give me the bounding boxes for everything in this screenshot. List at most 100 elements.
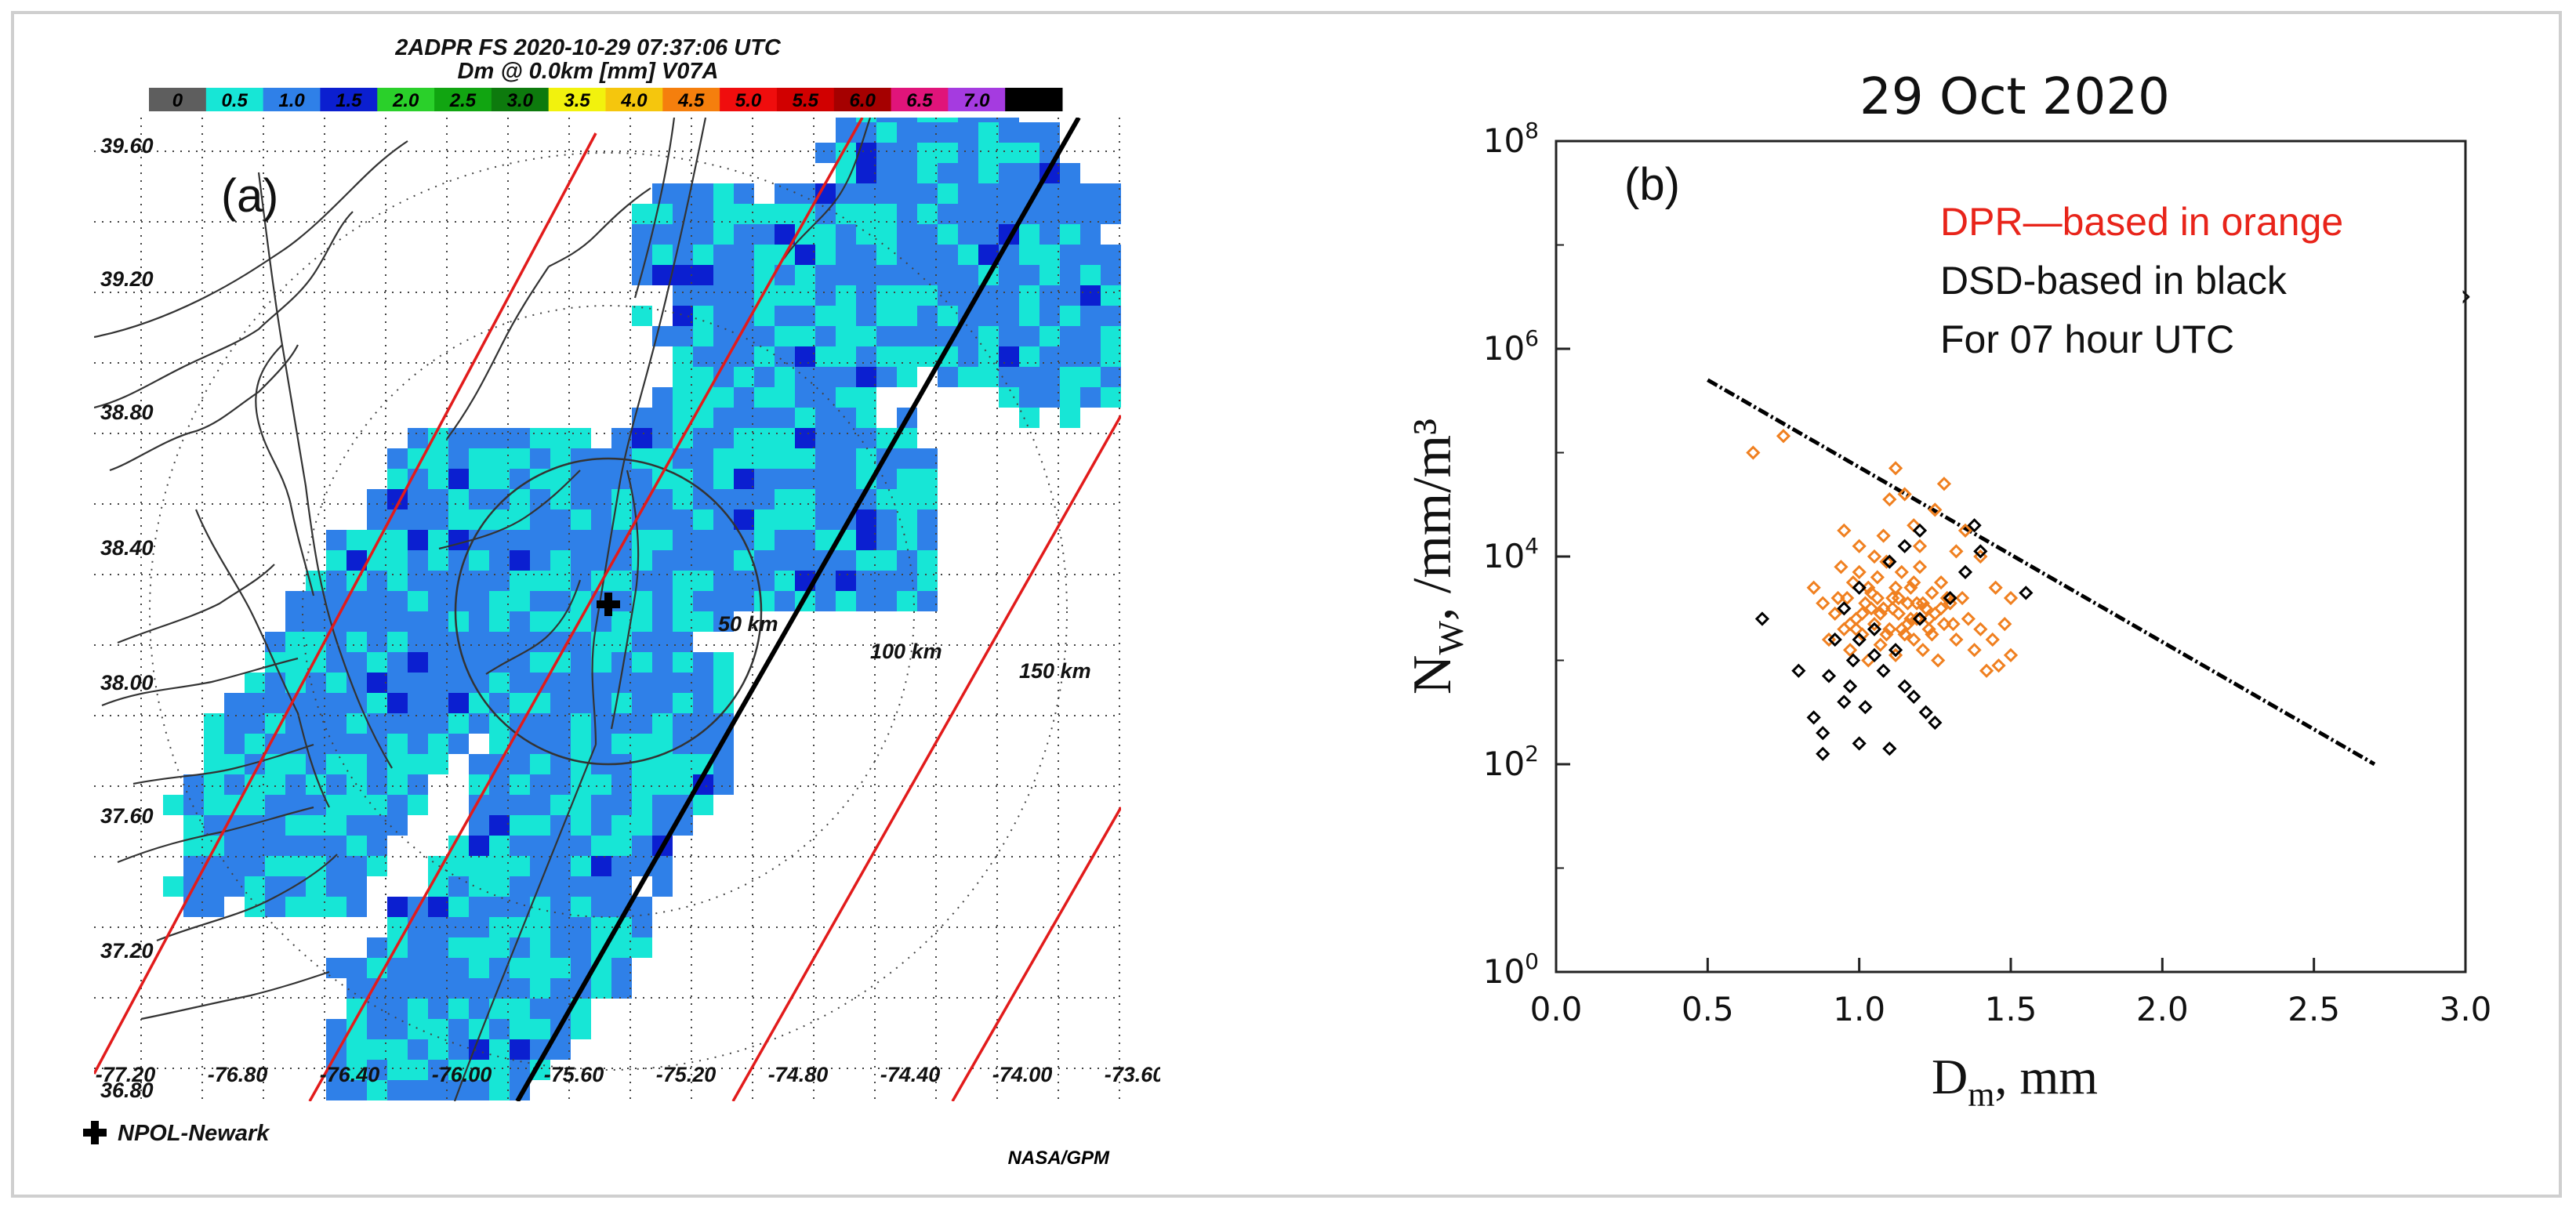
rain-cell (346, 530, 367, 550)
rain-cell (469, 571, 489, 591)
rain-cell (245, 673, 265, 693)
rain-cell (387, 632, 408, 652)
rain-cell (713, 245, 734, 265)
rain-cell (387, 571, 408, 591)
rain-cell (510, 611, 530, 632)
rain-cell (713, 224, 734, 245)
rain-cell (673, 387, 693, 408)
rain-cell (673, 306, 693, 326)
colorbar-label: 4.5 (677, 90, 705, 111)
rain-cell (326, 673, 346, 693)
panel-a-title-line2: Dm @ 0.0km [mm] V07A (458, 59, 719, 84)
rain-cell (204, 734, 224, 754)
rain-cell (571, 509, 591, 530)
rain-cell (673, 509, 693, 530)
rain-cell (346, 673, 367, 693)
rain-cell (346, 856, 367, 876)
rain-cell (326, 774, 346, 795)
rain-cell (652, 611, 673, 632)
rain-cell (856, 387, 876, 408)
rain-cell (693, 204, 713, 224)
rain-cell (346, 713, 367, 734)
rain-cell (510, 632, 530, 652)
rain-cell (795, 183, 815, 204)
rain-cell (387, 652, 408, 673)
rain-cell (673, 611, 693, 632)
rain-cell (571, 550, 591, 571)
rain-cell (591, 469, 611, 489)
rain-cell (387, 550, 408, 571)
rain-cell (815, 326, 836, 346)
rain-cell (265, 836, 285, 856)
rain-cell (306, 713, 326, 734)
rain-cell (510, 550, 530, 571)
rain-cell (611, 489, 632, 509)
rain-cell (367, 673, 387, 693)
rain-cell (204, 774, 224, 795)
rain-cell (387, 611, 408, 632)
rain-cell (734, 224, 754, 245)
rain-cell (489, 448, 510, 469)
rain-cell (713, 204, 734, 224)
rain-cell (510, 428, 530, 448)
rain-cell (367, 489, 387, 509)
rain-cell (428, 632, 448, 652)
rain-cell (346, 632, 367, 652)
rain-cell (448, 693, 469, 713)
rain-cell (326, 876, 346, 897)
rain-cell (734, 367, 754, 387)
rain-cell (346, 652, 367, 673)
colorbar-label: 6.5 (906, 90, 933, 111)
rain-cell (326, 530, 346, 550)
rain-cell (224, 754, 245, 774)
rain-cell (489, 591, 510, 611)
rain-cell (530, 652, 550, 673)
rain-cell (326, 693, 346, 713)
rain-cell (346, 754, 367, 774)
rain-cell (367, 754, 387, 774)
rain-cell (673, 326, 693, 346)
rain-cell (428, 652, 448, 673)
rain-cell (754, 306, 775, 326)
rain-cell (408, 571, 428, 591)
rain-cell (306, 876, 326, 897)
rain-cell (306, 897, 326, 917)
rain-cell (285, 815, 306, 836)
rain-cell (734, 346, 754, 367)
rain-cell (632, 204, 652, 224)
rain-cell (408, 693, 428, 713)
rain-cell (469, 673, 489, 693)
rain-cell (775, 285, 795, 306)
rain-cell (469, 611, 489, 632)
rain-cell (306, 693, 326, 713)
rain-cell (489, 428, 510, 448)
rain-cell (571, 469, 591, 489)
rain-cell (815, 224, 836, 245)
rain-cell (673, 265, 693, 285)
rain-cell (489, 489, 510, 509)
rain-cell (387, 795, 408, 815)
rain-cell (815, 387, 836, 408)
rain-cell (734, 204, 754, 224)
rain-cell (448, 509, 469, 530)
rain-cell (510, 448, 530, 469)
rain-cell (428, 611, 448, 632)
rain-cell (285, 652, 306, 673)
rain-cell (448, 469, 469, 489)
rain-cell (550, 530, 571, 550)
rain-cell (673, 591, 693, 611)
rain-cell (754, 204, 775, 224)
rain-cell (550, 509, 571, 530)
rain-cell (428, 734, 448, 754)
rain-cell (387, 754, 408, 774)
rain-cell (673, 367, 693, 387)
rain-cell (795, 245, 815, 265)
rain-cell (367, 734, 387, 754)
rain-cell (387, 673, 408, 693)
rain-cell (815, 285, 836, 306)
rain-cell (693, 183, 713, 204)
colorbar-swatch (263, 88, 321, 111)
rain-cell (693, 509, 713, 530)
rain-cell (265, 774, 285, 795)
rain-cell (408, 489, 428, 509)
